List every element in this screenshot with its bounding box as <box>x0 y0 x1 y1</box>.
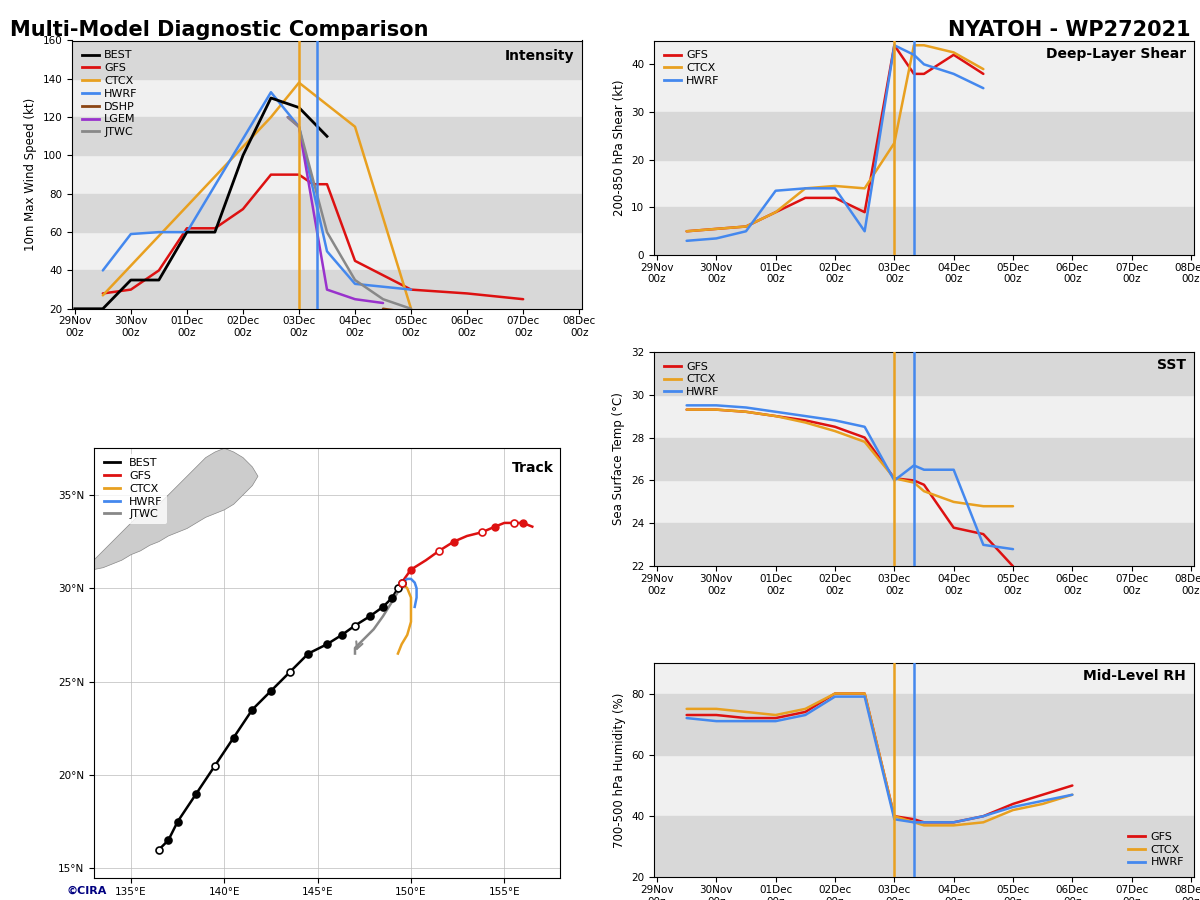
Text: ©CIRA: ©CIRA <box>66 886 107 896</box>
Text: SST: SST <box>1157 358 1186 372</box>
Y-axis label: 700-500 hPa Humidity (%): 700-500 hPa Humidity (%) <box>612 692 625 848</box>
Legend: BEST, GFS, CTCX, HWRF, DSHP, LGEM, JTWC: BEST, GFS, CTCX, HWRF, DSHP, LGEM, JTWC <box>78 46 142 141</box>
Bar <box>654 694 1194 755</box>
Legend: GFS, CTCX, HWRF: GFS, CTCX, HWRF <box>660 46 724 91</box>
Bar <box>72 270 582 309</box>
Bar <box>72 194 582 232</box>
Bar <box>654 524 1194 566</box>
Bar <box>654 352 1194 394</box>
Bar <box>654 112 1194 159</box>
Legend: GFS, CTCX, HWRF: GFS, CTCX, HWRF <box>660 357 724 401</box>
Text: Track: Track <box>511 461 553 475</box>
Bar <box>72 40 582 79</box>
Bar <box>654 816 1194 878</box>
Polygon shape <box>54 448 258 573</box>
Legend: GFS, CTCX, HWRF: GFS, CTCX, HWRF <box>1124 827 1188 872</box>
Bar <box>72 117 582 156</box>
Y-axis label: 200-850 hPa Shear (kt): 200-850 hPa Shear (kt) <box>612 79 625 216</box>
Y-axis label: 10m Max Wind Speed (kt): 10m Max Wind Speed (kt) <box>24 98 37 251</box>
Text: Mid-Level RH: Mid-Level RH <box>1084 670 1186 683</box>
Bar <box>654 207 1194 255</box>
Text: Multi-Model Diagnostic Comparison: Multi-Model Diagnostic Comparison <box>10 20 428 40</box>
Bar <box>654 437 1194 481</box>
Polygon shape <box>37 551 71 579</box>
Y-axis label: Sea Surface Temp (°C): Sea Surface Temp (°C) <box>612 392 625 526</box>
Text: NYATOH - WP272021: NYATOH - WP272021 <box>948 20 1190 40</box>
Text: Deep-Layer Shear: Deep-Layer Shear <box>1045 47 1186 61</box>
Text: Intensity: Intensity <box>505 49 575 62</box>
Legend: BEST, GFS, CTCX, HWRF, JTWC: BEST, GFS, CTCX, HWRF, JTWC <box>100 454 167 524</box>
